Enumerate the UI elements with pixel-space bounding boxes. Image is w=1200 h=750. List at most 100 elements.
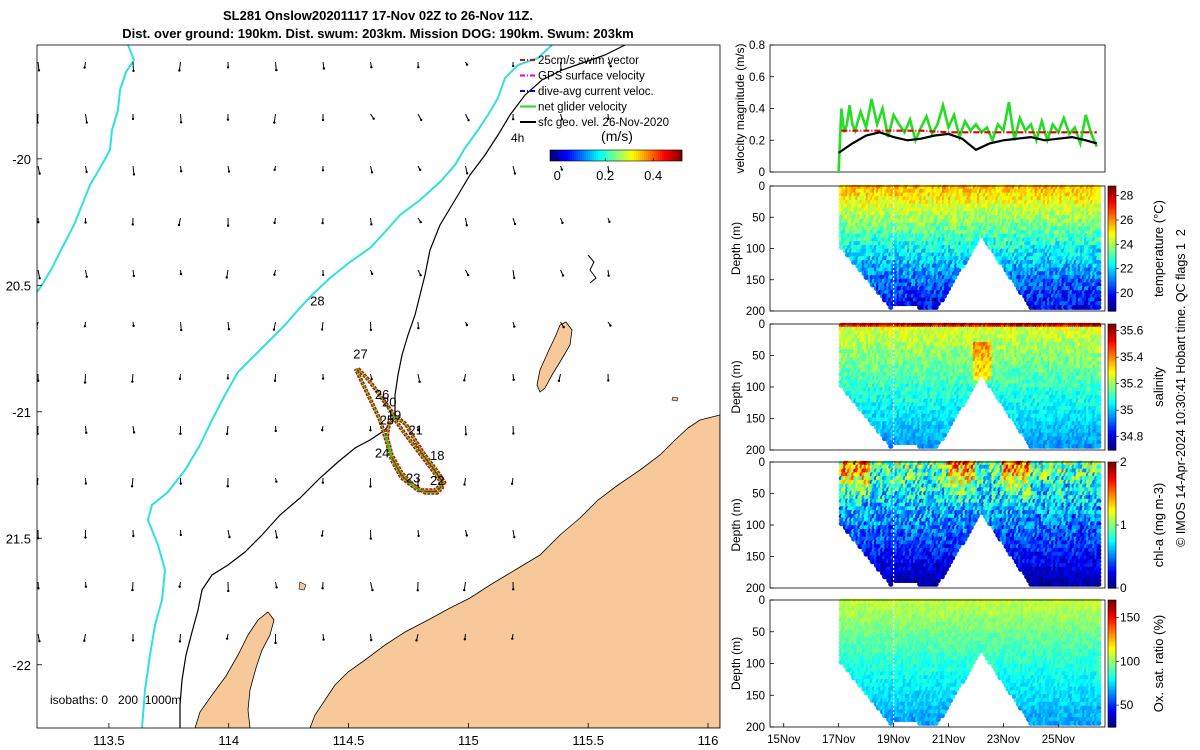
map-x-tick-label: 115.5 xyxy=(572,733,604,748)
current-vector-head xyxy=(225,276,228,279)
map-x-tick-label: 115 xyxy=(458,733,479,748)
current-vector-head xyxy=(321,273,325,277)
current-vector xyxy=(273,321,276,330)
current-vector-head xyxy=(275,68,278,72)
colorbar-cell xyxy=(624,150,627,161)
colorbar-cell xyxy=(654,150,657,161)
current-vector-head xyxy=(37,221,40,224)
colorbar-cell xyxy=(648,150,651,161)
current-vector xyxy=(131,581,134,591)
current-vector-head xyxy=(178,585,181,588)
colorbar-cell xyxy=(562,150,565,161)
current-vector xyxy=(273,113,276,123)
current-vector-head xyxy=(416,428,420,432)
current-vector-head xyxy=(419,220,422,224)
day-label: 21 xyxy=(408,423,422,438)
colorbar-cell xyxy=(582,150,585,161)
colorbar-cell xyxy=(636,150,639,161)
colorbar-cell xyxy=(600,150,603,161)
current-vector-head xyxy=(180,328,183,332)
colorbar-cell xyxy=(656,150,659,161)
colorbar-cell xyxy=(658,150,661,161)
map-x-tick-label: 114 xyxy=(218,733,239,748)
current-vector-head xyxy=(369,638,373,642)
current-vector-head xyxy=(416,589,419,592)
current-vector xyxy=(37,61,40,71)
section-colorbar-label: 22 xyxy=(1120,262,1134,276)
current-vector-head xyxy=(273,168,276,172)
current-vector-head xyxy=(131,639,135,642)
current-vector-head xyxy=(37,587,40,590)
current-vector-head xyxy=(273,221,276,225)
current-vector-head xyxy=(417,66,420,69)
current-vector-head xyxy=(463,588,466,592)
current-vector-head xyxy=(228,535,231,539)
current-vector-head xyxy=(180,170,183,173)
current-vector-head xyxy=(513,535,516,539)
current-vector-head xyxy=(322,638,325,641)
current-vector xyxy=(180,321,182,331)
section-y-tick-label: 150 xyxy=(746,275,765,287)
velocity-y-tick-label: 0.6 xyxy=(749,72,765,84)
section-ylabel: Depth (m) xyxy=(729,222,743,275)
current-vector xyxy=(275,61,277,71)
current-vector xyxy=(132,165,135,175)
current-vector-head xyxy=(369,485,372,488)
map-y-tick-label: -21 xyxy=(12,405,31,420)
current-vector-head xyxy=(511,637,514,640)
current-vector-head xyxy=(370,272,374,276)
colorbar-cell xyxy=(652,150,655,161)
colorbar-cell xyxy=(602,150,605,161)
current-vector-head xyxy=(320,534,324,537)
current-vector-head xyxy=(226,224,230,227)
current-vector-head xyxy=(465,63,469,66)
current-vector-head xyxy=(465,323,469,327)
colorbar-cell xyxy=(630,150,633,161)
colorbar-tick-label: 0.4 xyxy=(644,168,662,183)
current-vector xyxy=(227,529,230,538)
timer-label: 4h xyxy=(511,131,524,145)
legend-label: GPS surface velocity xyxy=(538,71,645,83)
colorbar-cell xyxy=(618,150,621,161)
current-vector-head xyxy=(275,480,278,483)
current-vector-head xyxy=(463,483,466,486)
current-vector-head xyxy=(466,273,470,277)
current-vector xyxy=(370,581,373,591)
current-vector xyxy=(512,529,515,538)
velocity-ylabel: velocity magnitude (m/s) xyxy=(733,43,747,173)
current-vector-head xyxy=(371,588,374,592)
current-vector-head xyxy=(84,482,88,485)
current-vector-head xyxy=(178,377,182,381)
colorbar-cell xyxy=(672,150,675,161)
current-vector-head xyxy=(274,429,277,433)
islets-cluster xyxy=(587,254,597,284)
colorbar-cell xyxy=(556,150,559,161)
current-vector-head xyxy=(420,118,423,122)
current-vector xyxy=(560,61,562,70)
section-colorbar-label: 20 xyxy=(1120,286,1134,300)
current-vector-head xyxy=(83,325,87,328)
current-vector-head xyxy=(132,69,135,73)
current-vector-head xyxy=(513,325,516,328)
colorbar-cell xyxy=(640,150,643,161)
net-glider-velocity-track xyxy=(355,368,446,494)
current-vector xyxy=(131,477,134,487)
current-vector xyxy=(131,373,134,382)
figure-title-line-1: SL281 Onslow20201117 17-Nov 02Z to 26-No… xyxy=(223,8,533,23)
current-vector-head xyxy=(85,431,88,434)
colorbar-cell xyxy=(616,150,619,161)
current-vector-head xyxy=(511,117,515,121)
peninsula-land xyxy=(194,611,275,728)
colorbar-cell xyxy=(592,150,595,161)
colorbar-tick-label: 0.2 xyxy=(596,168,614,183)
small-island xyxy=(671,396,679,402)
colorbar-cell xyxy=(646,150,649,161)
current-vector xyxy=(465,217,468,226)
current-vector-head xyxy=(607,274,610,277)
current-vector xyxy=(179,633,181,642)
isobath-200m xyxy=(141,45,553,728)
current-vector-head xyxy=(560,118,564,121)
current-vector-head xyxy=(38,277,41,280)
mainland-coast xyxy=(309,414,720,728)
